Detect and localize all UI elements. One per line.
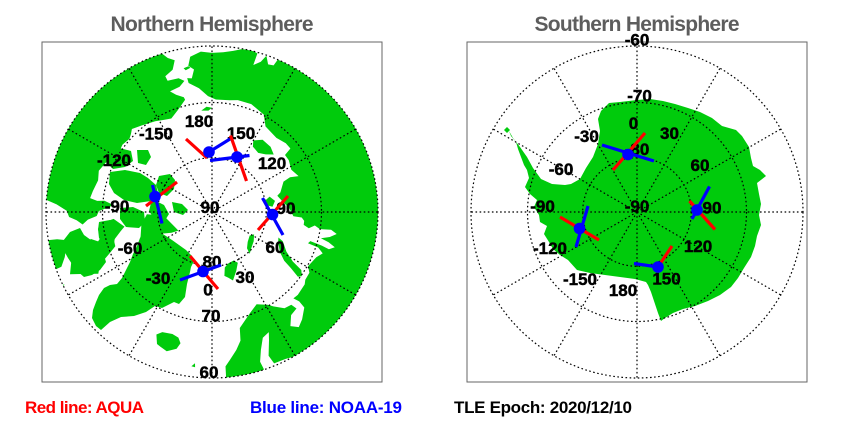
svg-text:-60: -60 — [118, 239, 143, 258]
svg-text:Blue line: NOAA-19: Blue line: NOAA-19 — [250, 398, 402, 417]
svg-text:-70: -70 — [627, 87, 652, 106]
svg-text:-90: -90 — [625, 197, 650, 216]
svg-text:180: 180 — [185, 112, 213, 131]
svg-text:90: 90 — [201, 198, 220, 217]
svg-text:180: 180 — [609, 281, 637, 300]
svg-text:150: 150 — [227, 124, 255, 143]
svg-text:0: 0 — [629, 114, 638, 133]
svg-text:-150: -150 — [139, 125, 173, 144]
svg-text:-90: -90 — [530, 197, 555, 216]
svg-text:-60: -60 — [625, 31, 650, 50]
svg-text:60: 60 — [691, 156, 710, 175]
svg-text:60: 60 — [266, 238, 285, 257]
svg-text:-30: -30 — [146, 269, 171, 288]
svg-text:-30: -30 — [574, 127, 599, 146]
svg-text:-90: -90 — [105, 197, 130, 216]
svg-text:TLE Epoch: 2020/12/10: TLE Epoch: 2020/12/10 — [454, 398, 632, 417]
svg-text:60: 60 — [200, 363, 219, 382]
svg-text:Southern Hemisphere: Southern Hemisphere — [535, 13, 740, 36]
svg-text:Red line: AQUA: Red line: AQUA — [25, 398, 144, 417]
svg-text:-60: -60 — [549, 160, 574, 179]
svg-text:90: 90 — [703, 199, 722, 218]
svg-text:Northern Hemisphere: Northern Hemisphere — [111, 13, 314, 36]
svg-text:-120: -120 — [533, 239, 567, 258]
svg-text:150: 150 — [652, 270, 680, 289]
svg-text:70: 70 — [202, 307, 221, 326]
svg-text:0: 0 — [203, 281, 212, 300]
svg-text:-120: -120 — [97, 151, 131, 170]
svg-text:120: 120 — [684, 237, 712, 256]
svg-text:30: 30 — [236, 268, 255, 287]
svg-text:120: 120 — [258, 154, 286, 173]
svg-text:90: 90 — [277, 199, 296, 218]
svg-text:30: 30 — [660, 124, 679, 143]
svg-text:-150: -150 — [563, 270, 597, 289]
